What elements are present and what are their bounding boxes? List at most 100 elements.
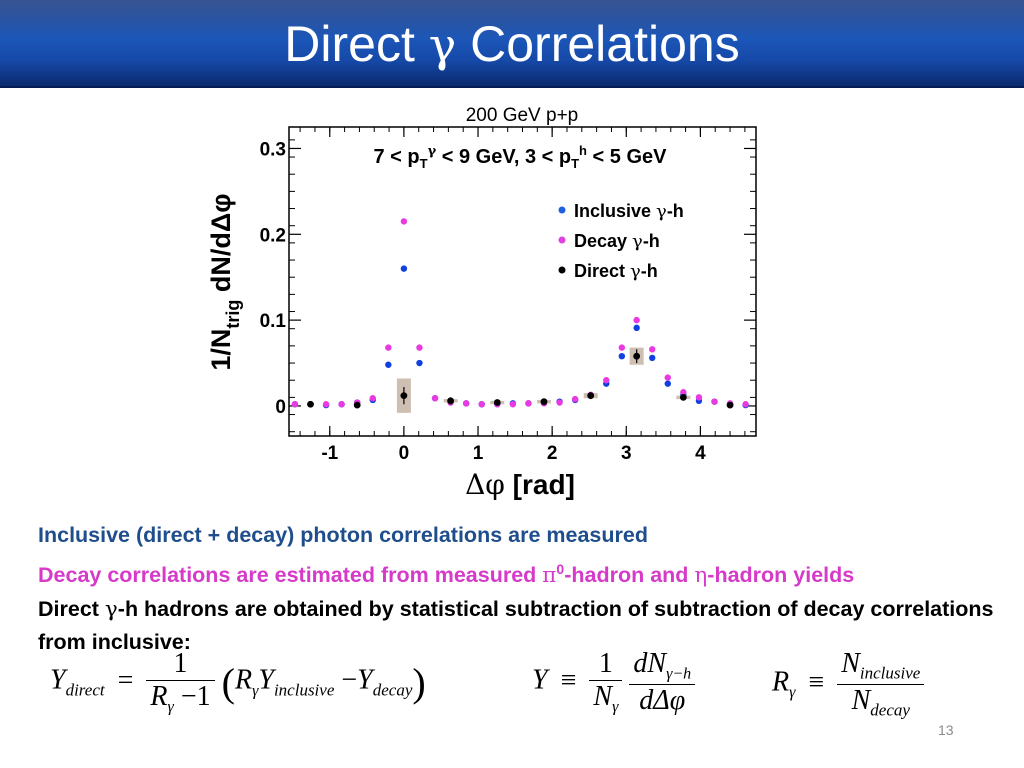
decay-point <box>400 218 408 225</box>
y-tick-label: 0.2 <box>260 225 286 246</box>
inclusive-point <box>649 354 656 362</box>
decay-point <box>633 316 640 324</box>
ylabel-rest: dN/dΔφ <box>206 193 236 299</box>
pi-sup: 0 <box>556 561 565 577</box>
eq3-fraction: Ninclusive Ndecay <box>837 648 925 721</box>
eq1-denominator: Rγ −1 <box>146 681 214 717</box>
ylabel-main: 1/N <box>206 329 236 371</box>
text-line-decay-b: -hadron and <box>564 563 695 588</box>
eq1-fraction: 1 Rγ −1 <box>146 648 215 717</box>
text-line-decay-c: -hadron yields <box>707 563 855 588</box>
eq1-open-paren: ( <box>221 659 235 705</box>
inclusive-point <box>664 380 671 387</box>
eq2-fraction-2: dNγ−h dΔφ <box>629 648 696 717</box>
text-line-direct-b: -h hadrons are obtained by statistical s… <box>38 597 994 655</box>
slide-number: 13 <box>938 722 954 738</box>
eta-symbol: η <box>694 563 708 589</box>
direct-point <box>400 392 408 400</box>
eq3-den-sub: decay <box>870 700 910 720</box>
ylabel-sub: trig <box>223 300 243 329</box>
eq2-lhs: Y <box>532 664 548 696</box>
x-axis-label: Δφ [rad] <box>465 468 575 501</box>
decay-point <box>711 398 718 405</box>
eq2-num1: 1 <box>589 648 623 681</box>
inclusive-point <box>400 265 408 272</box>
decay-point <box>695 394 703 401</box>
eq1-y2-sub: decay <box>372 680 413 700</box>
text-line-decay: Decay correlations are estimated from me… <box>38 552 1008 593</box>
eq1-den-r: R <box>150 681 168 712</box>
eq2-num2-dn: dN <box>633 648 667 679</box>
eq1-den-sub: γ <box>167 698 174 716</box>
eq1-lhs-sub: direct <box>65 680 105 700</box>
eq1-lhs: Y <box>50 664 66 696</box>
eq1-close-paren: ) <box>412 659 426 705</box>
inclusive-point <box>633 324 640 332</box>
legend-item-inclusive: Inclusive γ-h <box>574 201 684 222</box>
decay-point <box>525 400 532 407</box>
kin-b-sup: h <box>579 143 587 158</box>
eq2-den1-n: N <box>593 681 613 712</box>
xlabel-symbol: Δφ <box>465 468 505 501</box>
eq3-lhs: R <box>772 666 790 698</box>
kin-a-sub: T <box>420 156 428 171</box>
eq1-y2: Y <box>357 664 373 696</box>
xlabel-text: [rad] <box>505 469 575 500</box>
decay-point <box>385 344 392 351</box>
slide-title: Direct γ Correlations <box>0 14 1024 75</box>
x-tick-label: 3 <box>621 443 632 464</box>
decay-point <box>664 374 671 381</box>
chart-title: 200 GeV p+p <box>466 105 579 126</box>
eq1-y: Y <box>258 664 274 696</box>
eq2-equiv: ≡ <box>560 664 577 696</box>
y-tick-label: 0.3 <box>260 139 286 160</box>
legend-marker-direct <box>558 266 566 274</box>
decay-point <box>618 344 626 351</box>
decay-point <box>369 395 376 402</box>
eq3-num-sub: inclusive <box>859 663 921 683</box>
x-tick-label: 0 <box>399 443 410 464</box>
legend-item-decay: Decay γ-h <box>574 231 660 252</box>
eq3-lhs-sub: γ <box>789 684 796 702</box>
decay-point <box>603 377 610 384</box>
kin-c: < 5 GeV <box>587 146 667 168</box>
decay-point <box>478 401 485 408</box>
inclusive-point <box>385 361 392 368</box>
eq1-r: R <box>234 664 253 696</box>
text-line-direct-a: Direct <box>38 597 105 622</box>
decay-point <box>322 401 330 408</box>
decay-point <box>509 401 517 408</box>
text-line-decay-a: Decay correlations are estimated from me… <box>38 563 543 588</box>
direct-point <box>353 401 361 409</box>
decay-point <box>649 346 656 353</box>
legend-item-direct: Direct γ-h <box>574 261 658 282</box>
eq1-minus: − <box>334 664 358 696</box>
eq2-fraction-1: 1 Nγ <box>589 648 623 717</box>
eq1-y-sub: inclusive <box>273 680 335 700</box>
eq2-den1: Nγ <box>589 681 622 717</box>
pi-symbol: π <box>542 563 557 589</box>
text-line-inclusive: Inclusive (direct + decay) photon correl… <box>38 523 648 547</box>
body-text: Inclusive (direct + decay) photon correl… <box>38 518 1008 658</box>
equation-ydirect: Ydirect = 1 Rγ −1 (RγYinclusive −Ydecay) <box>50 648 426 717</box>
x-tick-label: 4 <box>695 443 706 464</box>
eq3-equiv: ≡ <box>808 666 825 698</box>
gamma-symbol: γ <box>104 597 118 623</box>
decay-point <box>556 399 563 406</box>
decay-point <box>742 401 749 408</box>
kin-b: < 9 GeV, 3 < p <box>436 146 571 168</box>
x-tick-label: -1 <box>321 443 338 464</box>
decay-point <box>680 389 687 396</box>
y-tick-label: 0 <box>275 397 286 418</box>
decay-point <box>291 401 299 408</box>
y-axis-label: 1/Ntrig dN/dΔφ <box>206 193 243 370</box>
kin-a-sup: γ <box>428 144 437 159</box>
decay-point <box>338 401 345 408</box>
eq3-num: Ninclusive <box>837 648 925 685</box>
chart-marks: -1 0 1 2 3 4 0 0.1 0.2 0.3 <box>260 127 756 464</box>
eq3-den: Ndecay <box>837 685 924 721</box>
direct-point <box>633 352 641 360</box>
plot-frame <box>288 126 757 437</box>
title-bar: Direct γ Correlations <box>0 0 1024 88</box>
inclusive-point <box>416 359 423 367</box>
